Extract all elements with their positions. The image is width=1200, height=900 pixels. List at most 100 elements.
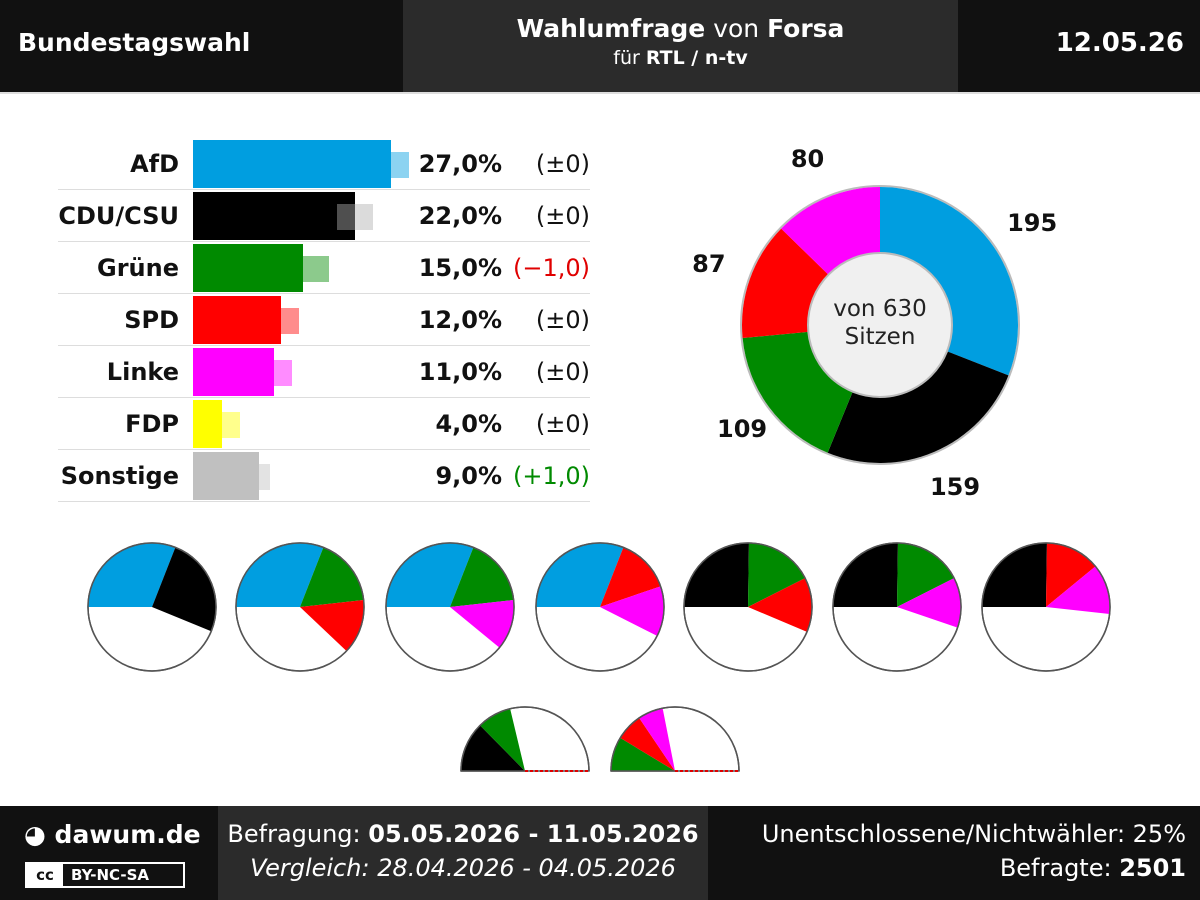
poll-title: Wahlumfrage von Forsa (403, 14, 958, 43)
diff-label: (±0) (535, 306, 590, 334)
coalition-slice-linke (1046, 566, 1110, 615)
coalition-slice-grüne (748, 543, 806, 607)
diff-label: (±0) (535, 358, 590, 386)
bar-fdp (193, 400, 223, 448)
coalition-slice-cdu-csu (684, 543, 749, 607)
compare-range: 28.04.2026 - 04.05.2026 (377, 854, 676, 882)
previous-value-marker (204, 412, 241, 438)
coalition-chart-cdu-csu-grüne-linke (832, 542, 962, 672)
diff-label: (+1,0) (512, 462, 590, 490)
coalition-chart-cdu-csu-grüne (460, 706, 590, 772)
bar-row-grüne: Grüne 15,0% (−1,0) (0, 242, 600, 294)
coalition-rim (235, 542, 365, 672)
value-label: 11,0% (418, 358, 502, 386)
seat-count-grüne: 109 (717, 415, 768, 444)
coalition-slice-grüne (300, 547, 364, 607)
bar-row-afd: AfD 27,0% (±0) (0, 138, 600, 190)
previous-value-marker (263, 308, 300, 334)
coalition-chart-afd-cdu-csu (87, 542, 217, 672)
bar-afd (193, 140, 392, 188)
undecided-share: Unentschlossene/Nichtwähler: 25% (761, 820, 1186, 848)
row-divider (58, 397, 590, 398)
seat-count-linke: 80 (790, 144, 825, 173)
header-center: Wahlumfrage von Forsa für RTL / n-tv (403, 0, 958, 92)
party-label: Sonstige (60, 462, 179, 490)
coalition-rim (87, 542, 217, 672)
poll-title-prefix: Wahlumfrage (516, 14, 706, 43)
coalition-slice-linke (897, 578, 961, 628)
party-label: Linke (106, 358, 179, 386)
bar-row-fdp: FDP 4,0% (±0) (0, 398, 600, 450)
previous-value-marker (336, 204, 373, 230)
election-title: Bundestagswahl (18, 28, 251, 57)
seat-count-cdu-csu: 159 (929, 472, 981, 501)
coalition-slice-spd (620, 717, 675, 771)
poll-client: RTL / n-tv (645, 47, 748, 69)
coalition-rim (535, 542, 665, 672)
bar-sonstige (193, 452, 260, 500)
header-divider (0, 92, 1200, 94)
donut-center-line1: von 630 (833, 296, 927, 322)
coalition-rim (610, 706, 740, 772)
bar-row-cdu-csu: CDU/CSU 22,0% (±0) (0, 190, 600, 242)
seat-count-spd: 87 (692, 249, 726, 278)
poll-date: 12.05.26 (1055, 28, 1184, 58)
coalition-chart-afd-grüne-linke (385, 542, 515, 672)
survey-range: 05.05.2026 - 11.05.2026 (368, 820, 699, 848)
coalition-rim (832, 542, 962, 672)
header-bar: Bundestagswahl Wahlumfrage von Forsa für… (0, 0, 1200, 92)
footer-bar: ◕ dawum.de cc BY-NC-SA Befragung: 05.05.2… (0, 806, 1200, 900)
coalition-slice-spd (300, 599, 364, 651)
donut-svg (740, 185, 1020, 465)
party-label: SPD (124, 306, 179, 334)
poll-institute: Forsa (767, 14, 845, 43)
dawum-logo[interactable]: ◕ dawum.de (24, 820, 201, 849)
value-label: 15,0% (418, 254, 502, 282)
logo-text: dawum.de (54, 820, 201, 849)
row-divider (58, 189, 590, 190)
donut-center-line2: Sitzen (844, 324, 916, 350)
value-label: 12,0% (418, 306, 502, 334)
coalition-slice-grüne (480, 708, 525, 771)
poll-title-middle: von (713, 14, 760, 43)
coalition-slice-cdu-csu (461, 725, 525, 771)
donut-center-text: von 630 Sitzen (810, 295, 950, 351)
footer-stats: Unentschlossene/Nichtwähler: 25% Befragt… (762, 820, 1186, 882)
party-label: Grüne (97, 254, 179, 282)
value-label: 22,0% (418, 202, 502, 230)
coalition-slice-grüne (897, 543, 955, 607)
previous-value-marker (255, 360, 292, 386)
seat-donut: von 630 Sitzen 195 159 109 87 80 (680, 145, 1080, 510)
respondents: Befragte: 2501 (762, 854, 1186, 882)
poll-subtitle-prefix: für (613, 47, 640, 69)
bar-cdu-csu (193, 192, 355, 240)
donut-outline (740, 185, 1020, 465)
coalition-slice-linke (600, 586, 664, 636)
seat-count-afd: 195 (1007, 208, 1058, 237)
cc-icon: cc (27, 864, 63, 886)
value-label: 27,0% (418, 150, 502, 178)
coalition-slice-cdu-csu (152, 547, 217, 632)
diff-label: (±0) (535, 150, 590, 178)
coalition-slice-grüne (450, 547, 514, 607)
row-divider (58, 345, 590, 346)
diff-label: (±0) (535, 410, 590, 438)
bar-grüne (193, 244, 304, 292)
coalition-slice-spd (1046, 543, 1096, 607)
coalition-rim (460, 706, 590, 772)
row-divider (58, 501, 590, 502)
survey-label: Befragung: (227, 820, 361, 848)
coalition-slice-linke (639, 708, 675, 771)
survey-period: Befragung: 05.05.2026 - 11.05.2026 (218, 820, 708, 848)
footer-dates: Befragung: 05.05.2026 - 11.05.2026 Vergl… (218, 806, 708, 900)
bar-linke (193, 348, 274, 396)
respondents-label: Befragte: (999, 854, 1112, 882)
value-label: 9,0% (435, 462, 502, 490)
logo-mark-icon: ◕ (24, 820, 46, 849)
party-label: CDU/CSU (58, 202, 179, 230)
party-label: AfD (130, 150, 179, 178)
bar-spd (193, 296, 282, 344)
license-badge[interactable]: cc BY-NC-SA (25, 862, 185, 888)
license-text: BY-NC-SA (71, 866, 150, 884)
party-label: FDP (125, 410, 179, 438)
